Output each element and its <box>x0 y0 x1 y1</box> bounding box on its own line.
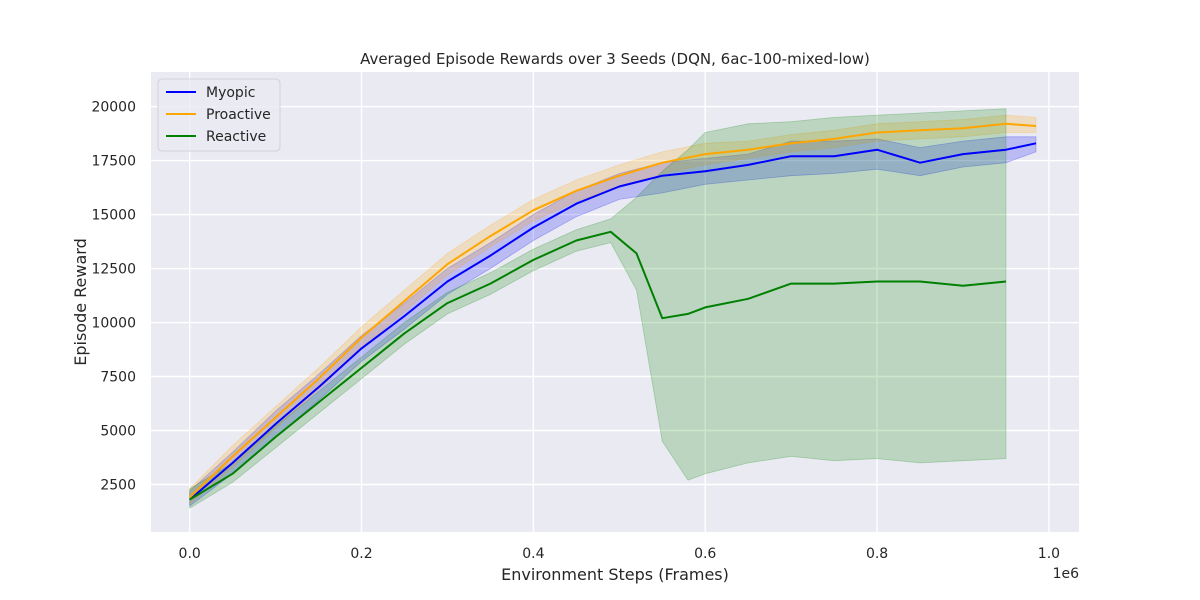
y-tick-label: 7500 <box>100 370 136 386</box>
x-tick-label: 0.8 <box>866 546 888 562</box>
band-myopic <box>189 136 1037 507</box>
y-tick-label: 12500 <box>91 262 136 278</box>
y-tick-label: 20000 <box>91 100 136 116</box>
chart-title: Averaged Episode Rewards over 3 Seeds (D… <box>360 50 870 68</box>
legend-box <box>157 78 281 152</box>
line-myopic <box>189 142 1037 501</box>
x-tick-label: 0.0 <box>179 546 201 562</box>
legend-label-proactive: Proactive <box>206 107 271 123</box>
grid <box>151 72 1079 532</box>
plot-background <box>151 72 1079 532</box>
x-axis-title: Environment Steps (Frames) <box>501 565 729 584</box>
x-tick-label: 1.0 <box>1038 546 1060 562</box>
tick-labels: 0.0 0.2 0.4 0.6 0.8 1.0 2500 5000 7500 10000 12500… <box>91 100 1060 562</box>
y-tick-label: 5000 <box>100 423 136 439</box>
y-tick-label: 2500 <box>100 477 136 493</box>
series-lines <box>189 122 1037 501</box>
line-reactive <box>189 230 1007 501</box>
x-tick-label: 0.2 <box>350 546 372 562</box>
confidence-bands <box>189 108 1037 509</box>
y-tick-label: 17500 <box>91 154 136 170</box>
legend: Myopic Proactive Reactive <box>157 78 281 152</box>
y-tick-label: 10000 <box>91 316 136 332</box>
legend-label-myopic: Myopic <box>206 85 255 101</box>
x-tick-label: 0.4 <box>522 546 544 562</box>
band-reactive <box>189 108 1007 509</box>
x-axis-scale-label: 1e6 <box>1053 566 1080 582</box>
x-tick-label: 0.6 <box>694 546 716 562</box>
y-axis-title: Episode Reward <box>71 238 90 366</box>
band-proactive <box>189 114 1037 505</box>
line-proactive <box>189 122 1037 499</box>
y-tick-label: 15000 <box>91 208 136 224</box>
legend-label-reactive: Reactive <box>206 129 266 145</box>
